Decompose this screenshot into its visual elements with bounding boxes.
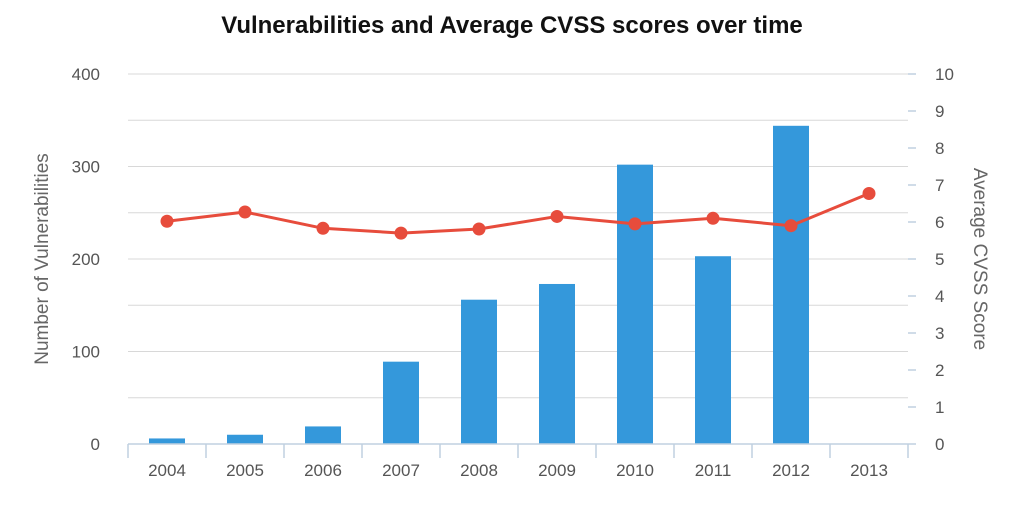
bar bbox=[227, 434, 263, 444]
bar bbox=[461, 299, 497, 444]
line-series bbox=[166, 192, 870, 235]
line-point bbox=[160, 214, 174, 228]
x-tick-label: 2010 bbox=[616, 461, 654, 480]
bar bbox=[383, 361, 419, 444]
line-point bbox=[238, 205, 252, 219]
y2-tick-label: 2 bbox=[935, 361, 944, 380]
line-point bbox=[472, 222, 486, 236]
y2-tick-label: 7 bbox=[935, 176, 944, 195]
line-point bbox=[628, 217, 642, 231]
y-tick-label: 0 bbox=[91, 435, 100, 454]
line-point bbox=[862, 187, 876, 201]
y2-tick-label: 1 bbox=[935, 398, 944, 417]
y-tick-label: 200 bbox=[72, 250, 100, 269]
bar bbox=[149, 438, 185, 444]
x-tick-label: 2007 bbox=[382, 461, 420, 480]
bar bbox=[617, 164, 653, 444]
line-point bbox=[394, 226, 408, 240]
chart-title: Vulnerabilities and Average CVSS scores … bbox=[221, 12, 803, 39]
y-tick-label: 400 bbox=[72, 65, 100, 84]
line-point bbox=[706, 211, 720, 225]
bar bbox=[695, 256, 731, 444]
line-point bbox=[316, 221, 330, 235]
y2-tick-label: 4 bbox=[935, 287, 944, 306]
y2-tick-label: 10 bbox=[935, 65, 954, 84]
x-tick-label: 2006 bbox=[304, 461, 342, 480]
x-tick-label: 2008 bbox=[460, 461, 498, 480]
y2-tick-label: 8 bbox=[935, 139, 944, 158]
x-tick-label: 2011 bbox=[695, 461, 732, 480]
bar bbox=[773, 125, 809, 445]
x-tick-label: 2005 bbox=[226, 461, 264, 480]
y2-tick-label: 9 bbox=[935, 102, 944, 121]
y2-axis-title: Average CVSS Score bbox=[969, 168, 990, 350]
y2-tick-label: 6 bbox=[935, 213, 944, 232]
y-tick-label: 300 bbox=[72, 158, 100, 177]
line-point bbox=[784, 219, 798, 233]
x-tick-label: 2012 bbox=[772, 461, 810, 480]
bar bbox=[539, 283, 575, 444]
x-tick-label: 2013 bbox=[850, 461, 888, 480]
line-point bbox=[550, 209, 564, 223]
x-tick-label: 2009 bbox=[538, 461, 576, 480]
y-axis-title: Number of Vulnerabilities bbox=[32, 153, 53, 365]
y2-tick-label: 3 bbox=[935, 324, 944, 343]
y2-tick-label: 0 bbox=[935, 435, 944, 454]
y-tick-label: 100 bbox=[72, 343, 100, 362]
bar bbox=[305, 426, 341, 444]
y2-tick-label: 5 bbox=[935, 250, 944, 269]
x-tick-label: 2004 bbox=[148, 461, 186, 480]
